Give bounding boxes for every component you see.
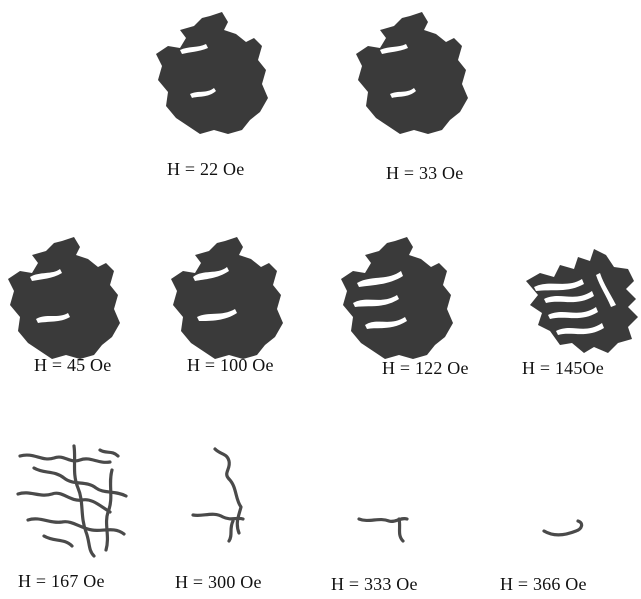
panel-h366 [540,515,590,545]
domain-image [357,516,409,543]
domain-image [526,249,638,353]
panel-h100 [165,233,295,363]
domain-image [191,447,245,543]
panel-label: H = 122 Oe [382,358,469,378]
panel-h122 [335,233,465,363]
panel-h33 [350,8,480,138]
panel-label: H = 167 Oe [18,571,105,591]
panel-label: H = 333 Oe [331,574,418,594]
domain-image [16,444,128,558]
panel-label: H = 145Oe [522,358,604,378]
domain-image [8,237,120,359]
panel-label: H = 366 Oe [500,574,587,594]
panel-h45 [2,233,132,363]
panel-h145 [520,233,641,363]
domain-image [156,12,268,134]
domain-image [171,237,283,359]
panel-label: H = 22 Oe [167,159,245,179]
domain-image [341,237,453,359]
panel-label: H = 300 Oe [175,572,262,592]
domain-image [542,519,584,537]
panel-h333 [355,505,415,545]
panel-label: H = 33 Oe [386,163,464,183]
panel-label: H = 100 Oe [187,355,274,375]
panel-label: H = 45 Oe [34,355,112,375]
domain-image [356,12,468,134]
panel-h300 [185,445,255,545]
panel-h167 [14,440,139,560]
panel-h22 [150,8,280,138]
